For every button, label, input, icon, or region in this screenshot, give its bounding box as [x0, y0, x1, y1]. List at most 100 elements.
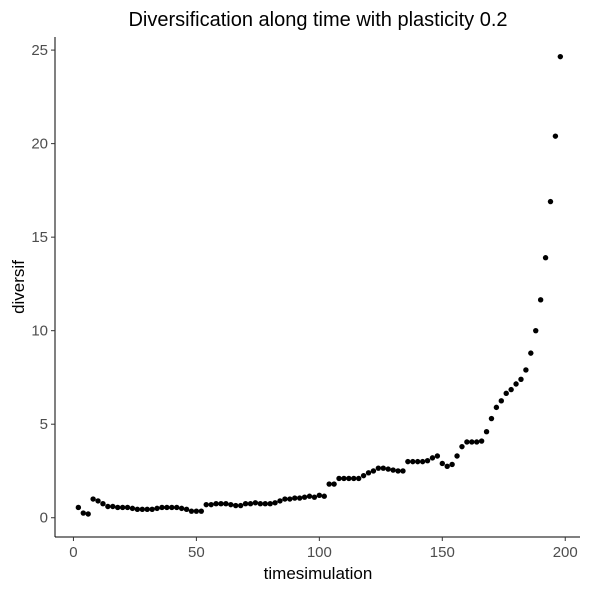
data-point	[242, 501, 249, 507]
y-tick-label: 15	[31, 229, 48, 246]
x-tick-label: 150	[430, 544, 455, 561]
data-point	[513, 381, 519, 387]
data-point	[154, 505, 160, 512]
data-point	[149, 506, 155, 513]
data-point	[410, 458, 416, 465]
data-point	[193, 508, 200, 514]
data-point	[213, 501, 219, 507]
data-point	[233, 502, 239, 509]
data-point	[331, 481, 337, 487]
y-axis-label: diversif	[9, 260, 28, 314]
data-point	[355, 475, 362, 482]
data-point	[533, 327, 539, 334]
data-point	[400, 468, 406, 474]
data-point	[129, 505, 136, 512]
data-point	[552, 133, 559, 139]
data-point	[223, 501, 229, 507]
x-tick-label: 200	[553, 544, 578, 561]
data-point	[301, 494, 308, 500]
data-point	[100, 501, 106, 507]
data-point	[316, 492, 323, 498]
data-point	[306, 493, 313, 499]
data-point	[493, 404, 500, 411]
data-point	[370, 468, 377, 474]
data-point	[326, 481, 332, 487]
chart-title: Diversification along time with plastici…	[128, 9, 507, 31]
x-axis: 0 50 100 150 200	[55, 536, 580, 561]
data-points	[75, 53, 564, 517]
data-point	[439, 460, 445, 467]
data-point	[228, 501, 234, 508]
data-point	[85, 511, 91, 517]
data-point	[183, 506, 190, 513]
y-tick-label: 20	[31, 136, 48, 153]
y-tick-label: 5	[40, 416, 48, 433]
data-point	[277, 498, 283, 504]
data-point	[464, 439, 470, 445]
data-point	[429, 455, 436, 461]
data-point	[419, 458, 426, 465]
data-point	[208, 501, 214, 508]
data-point	[124, 504, 131, 511]
data-point	[262, 501, 268, 507]
data-point	[178, 505, 185, 512]
data-point	[80, 510, 86, 516]
data-point	[311, 494, 318, 500]
x-tick-label: 50	[188, 544, 205, 561]
data-point	[503, 390, 509, 397]
data-point	[287, 496, 293, 502]
data-point	[478, 438, 485, 444]
x-tick-label: 100	[307, 544, 332, 561]
data-point	[469, 439, 475, 445]
data-point	[252, 500, 259, 506]
data-point	[105, 503, 111, 510]
data-point	[110, 503, 116, 510]
data-point	[405, 458, 411, 465]
x-axis-label: timesimulation	[264, 564, 373, 583]
data-point	[159, 504, 165, 511]
data-point	[508, 386, 514, 393]
data-point	[188, 508, 195, 514]
data-point	[351, 475, 357, 482]
data-point	[237, 502, 244, 509]
data-point	[390, 467, 396, 473]
data-point	[434, 453, 441, 459]
data-point	[547, 198, 554, 205]
data-point	[282, 496, 288, 502]
data-point	[218, 501, 224, 507]
data-point	[537, 297, 544, 303]
x-tick-label: 0	[69, 544, 77, 561]
data-point	[296, 495, 303, 501]
data-point	[90, 496, 96, 502]
data-point	[115, 504, 121, 511]
data-point	[139, 506, 145, 513]
data-point	[542, 255, 549, 261]
data-point	[395, 468, 401, 474]
data-point	[360, 472, 367, 479]
data-point	[454, 453, 460, 459]
data-point	[321, 493, 327, 499]
data-point	[336, 475, 342, 482]
data-point	[474, 439, 480, 445]
y-axis: 0 5 10 15 20 25	[31, 37, 56, 537]
data-point	[198, 508, 205, 514]
data-point	[174, 504, 180, 511]
data-point	[134, 506, 141, 513]
data-point	[247, 501, 254, 507]
data-point	[119, 504, 126, 511]
data-point	[498, 398, 505, 404]
data-point	[75, 504, 82, 511]
data-point	[272, 500, 278, 506]
data-point	[169, 504, 175, 511]
data-point	[449, 461, 455, 468]
data-point	[424, 457, 431, 464]
data-point	[380, 465, 386, 471]
data-point	[95, 498, 101, 504]
y-tick-label: 10	[31, 323, 48, 340]
data-point	[488, 415, 495, 422]
data-point	[346, 475, 352, 482]
data-point	[144, 506, 150, 513]
data-point	[164, 504, 170, 511]
data-point	[257, 501, 264, 507]
